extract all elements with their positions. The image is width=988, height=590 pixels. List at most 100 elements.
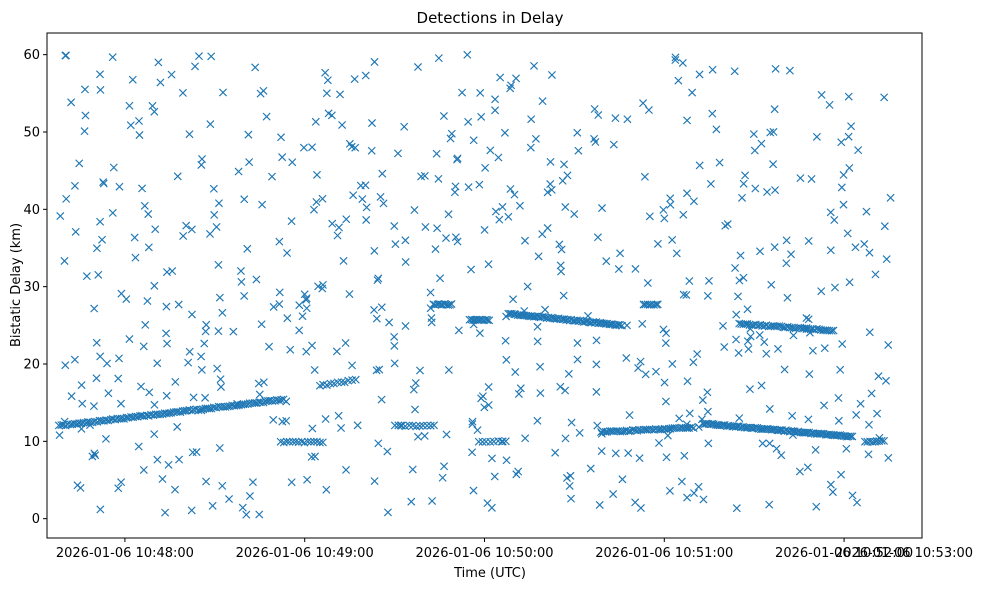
detection-point [770,243,779,252]
y-tick-label: 50 [23,125,40,140]
detection-point [188,448,197,457]
detection-point [104,416,113,425]
detection-point [187,225,196,234]
detection-point [486,437,495,446]
detection-point [804,236,813,245]
detection-point [817,287,826,296]
detection-point [547,185,556,194]
detection-point [251,63,260,72]
detection-point [660,378,669,387]
detection-point [827,326,836,335]
detection-point [884,340,893,349]
detection-point [677,477,686,486]
detection-point [77,381,86,390]
detection-point [476,88,485,97]
detection-point [162,391,171,400]
detection-point [475,329,484,338]
detection-point [843,229,852,238]
detection-point [760,338,769,347]
detection-point [295,326,304,335]
detection-point [755,247,765,256]
detection-point [804,315,813,324]
x-tick-label: 2026-01-06 10:49:00 [236,546,374,561]
detection-point [689,489,699,498]
detection-point [512,470,521,479]
detection-point [661,397,670,406]
detection-point [668,235,677,244]
detection-point [735,276,744,285]
detection-point [108,208,117,217]
detection-point [327,111,336,120]
detection-point [321,415,330,424]
y-tick-label: 0 [32,512,40,527]
detection-point [434,54,443,63]
detection-point [114,354,124,363]
detection-point [349,191,358,200]
detection-point [826,246,835,255]
detection-point [396,421,405,430]
y-axis-label: Bistatic Delay (km) [9,223,24,347]
detection-point [233,399,242,408]
detection-point [704,439,713,448]
detection-point [680,451,689,460]
detection-point [509,295,518,304]
detection-point [622,321,631,330]
detection-point [308,143,317,152]
detection-point [229,327,238,336]
detection-point [302,304,311,313]
detection-point [862,207,871,216]
detection-point [338,120,347,129]
detection-point [688,88,697,97]
detection-point [730,67,739,76]
detection-point [450,188,459,197]
detection-point [150,430,159,439]
detection-point [660,214,669,223]
detection-point [521,434,530,443]
detection-point [256,89,265,98]
detection-point [769,160,778,169]
detection-point [624,449,633,458]
detection-point [116,399,125,408]
detection-point [693,350,702,359]
detection-point [323,76,332,85]
detection-point [162,302,171,311]
detection-point [530,61,539,70]
detection-point [78,399,87,408]
detection-point [96,217,105,226]
detection-point [390,222,399,231]
detection-point [161,508,170,517]
detection-point [635,454,644,463]
detection-point [415,421,424,430]
detection-point [390,421,399,430]
detection-point [265,342,274,351]
detection-point [154,58,163,67]
detection-point [283,248,292,258]
detection-point [299,143,308,152]
detection-point [666,194,675,203]
detection-point [141,320,150,329]
detection-point [367,146,376,155]
detection-point [171,377,180,386]
detection-point [307,452,316,461]
detection-point [543,188,552,197]
detection-point [245,492,254,501]
detection-point [820,344,829,353]
detection-point [762,349,771,358]
detection-point [174,300,183,309]
detection-point [432,149,441,158]
detection-point [469,320,478,329]
detection-point [671,53,680,62]
detection-point [631,498,640,507]
detection-point [439,112,448,121]
detection-point [547,70,556,79]
detection-point [856,399,865,408]
detection-point [223,402,232,411]
detection-point [401,236,410,245]
detection-point [886,193,895,202]
detection-point [374,274,383,283]
detection-point [156,78,165,87]
detection-point [639,425,648,434]
y-axis: 0 10 20 30 40 50 60 [23,48,47,527]
detection-point [864,420,873,429]
detection-point [757,139,766,148]
